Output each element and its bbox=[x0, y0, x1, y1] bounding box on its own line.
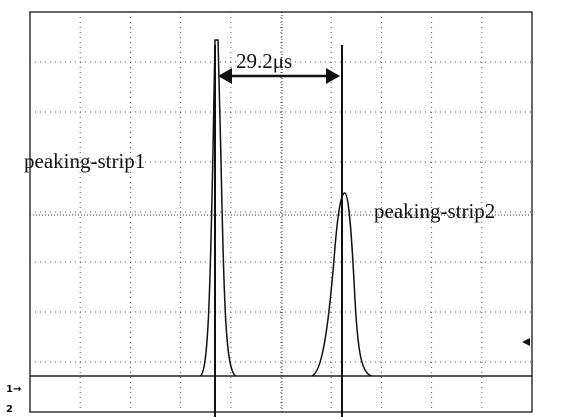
channel-2-marker: 2 bbox=[6, 404, 13, 415]
pulse-1-label: peaking-strip1 bbox=[24, 149, 145, 173]
oscilloscope-screen: 29.2μs peaking-strip1 peaking-strip2 1→ … bbox=[0, 0, 566, 417]
channel-1-marker: 1→ bbox=[6, 384, 21, 395]
trigger-marker bbox=[522, 338, 530, 346]
pulse-2-label: peaking-strip2 bbox=[374, 199, 495, 223]
interval-label: 29.2μs bbox=[236, 49, 292, 73]
